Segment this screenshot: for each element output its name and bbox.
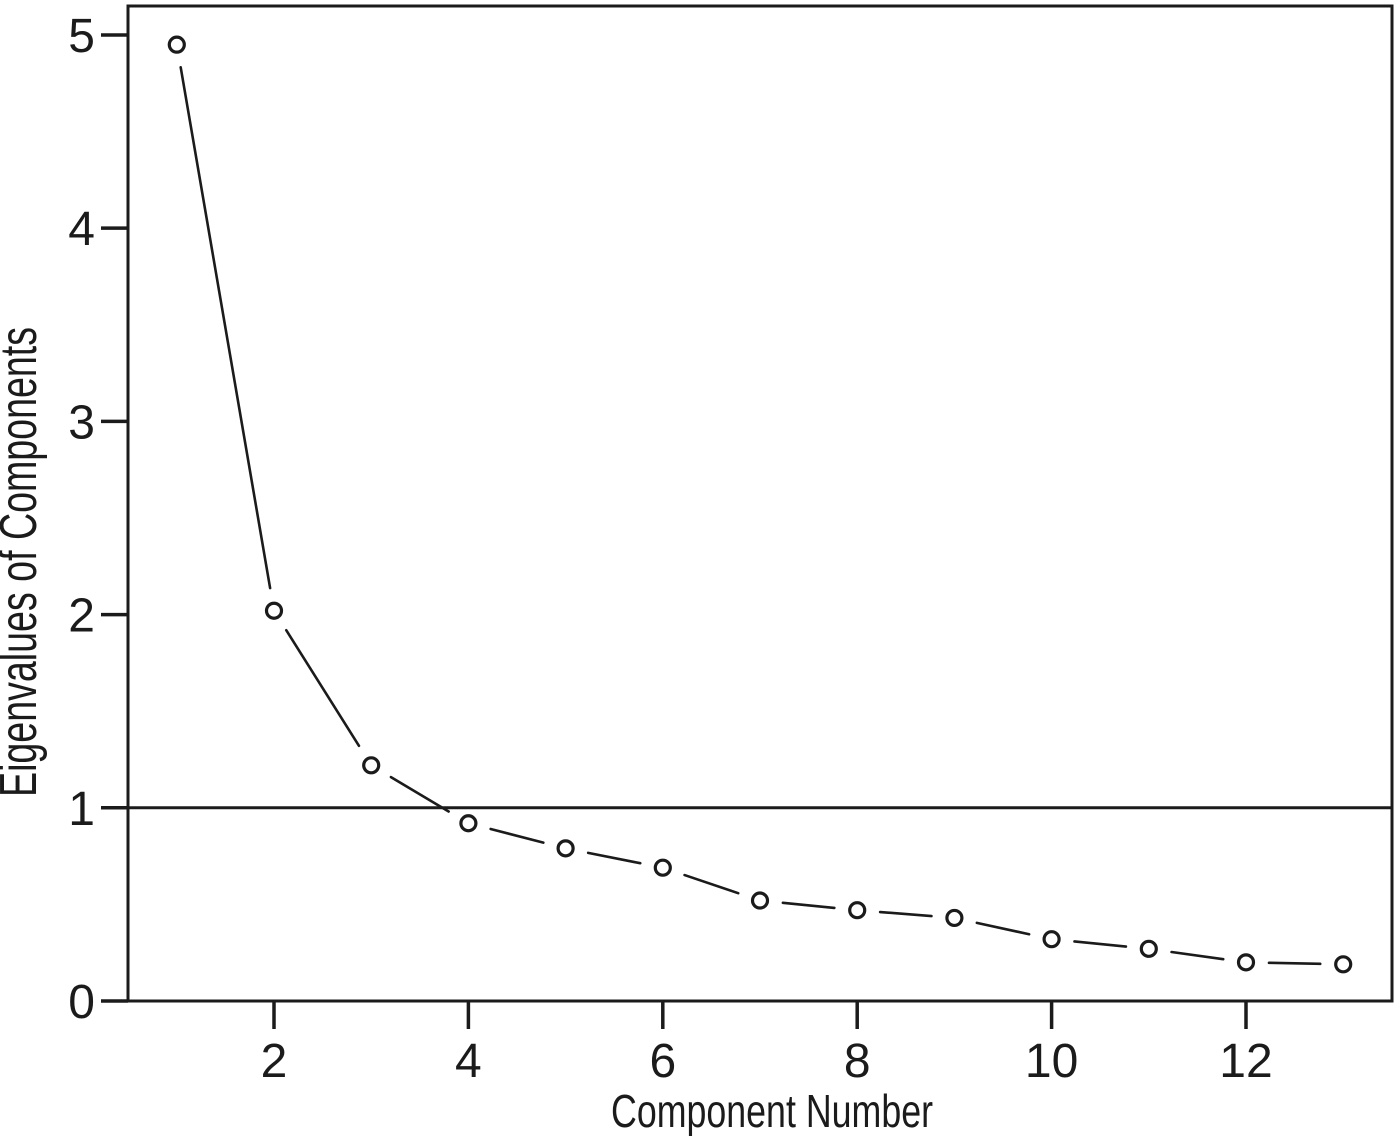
y-axis-tick-label: 0 bbox=[68, 976, 95, 1029]
data-line-segment bbox=[1073, 940, 1128, 948]
data-line-segment bbox=[1170, 950, 1225, 961]
y-axis-tick-label: 3 bbox=[68, 396, 95, 449]
plot-border bbox=[126, 4, 1394, 1003]
x-axis-tick-label: 6 bbox=[649, 1035, 676, 1088]
x-axis-tick-label: 8 bbox=[844, 1035, 871, 1088]
y-axis-title: Eigenvalues of Components bbox=[0, 327, 48, 797]
data-point-marker bbox=[459, 814, 478, 833]
x-axis-tick-label: 2 bbox=[261, 1035, 288, 1088]
data-point-marker bbox=[1334, 955, 1353, 974]
data-line-segment bbox=[586, 851, 642, 865]
data-line-segment bbox=[284, 628, 361, 748]
x-axis-tick-label: 12 bbox=[1219, 1035, 1272, 1088]
data-point-marker bbox=[556, 839, 575, 858]
x-axis-tick-label: 10 bbox=[1025, 1035, 1078, 1088]
data-point-marker bbox=[848, 901, 867, 920]
data-point-marker bbox=[945, 908, 964, 928]
data-line-segment bbox=[389, 775, 450, 813]
data-line-segment bbox=[179, 66, 272, 590]
y-axis-tick-label: 4 bbox=[68, 203, 95, 256]
data-line-segment bbox=[1267, 961, 1322, 966]
data-point-marker bbox=[1236, 953, 1256, 972]
data-point-marker bbox=[264, 601, 284, 620]
y-axis-tick-label: 2 bbox=[68, 590, 95, 643]
data-point-marker bbox=[167, 35, 186, 54]
data-point-marker bbox=[1042, 930, 1061, 949]
y-axis-tick-label: 5 bbox=[68, 10, 95, 63]
data-line-segment bbox=[878, 910, 933, 918]
data-point-marker bbox=[362, 756, 381, 775]
data-line-segment bbox=[781, 901, 836, 910]
data-point-marker bbox=[1139, 939, 1158, 958]
data-line-segment bbox=[683, 873, 740, 895]
x-axis-title: Component Number bbox=[611, 1085, 933, 1136]
y-axis-tick-label: 1 bbox=[68, 783, 95, 836]
data-line-segment bbox=[975, 921, 1031, 936]
data-line-segment bbox=[489, 827, 545, 844]
data-point-marker bbox=[750, 891, 770, 910]
x-axis-tick-label: 4 bbox=[455, 1035, 482, 1088]
data-point-marker bbox=[653, 858, 672, 877]
